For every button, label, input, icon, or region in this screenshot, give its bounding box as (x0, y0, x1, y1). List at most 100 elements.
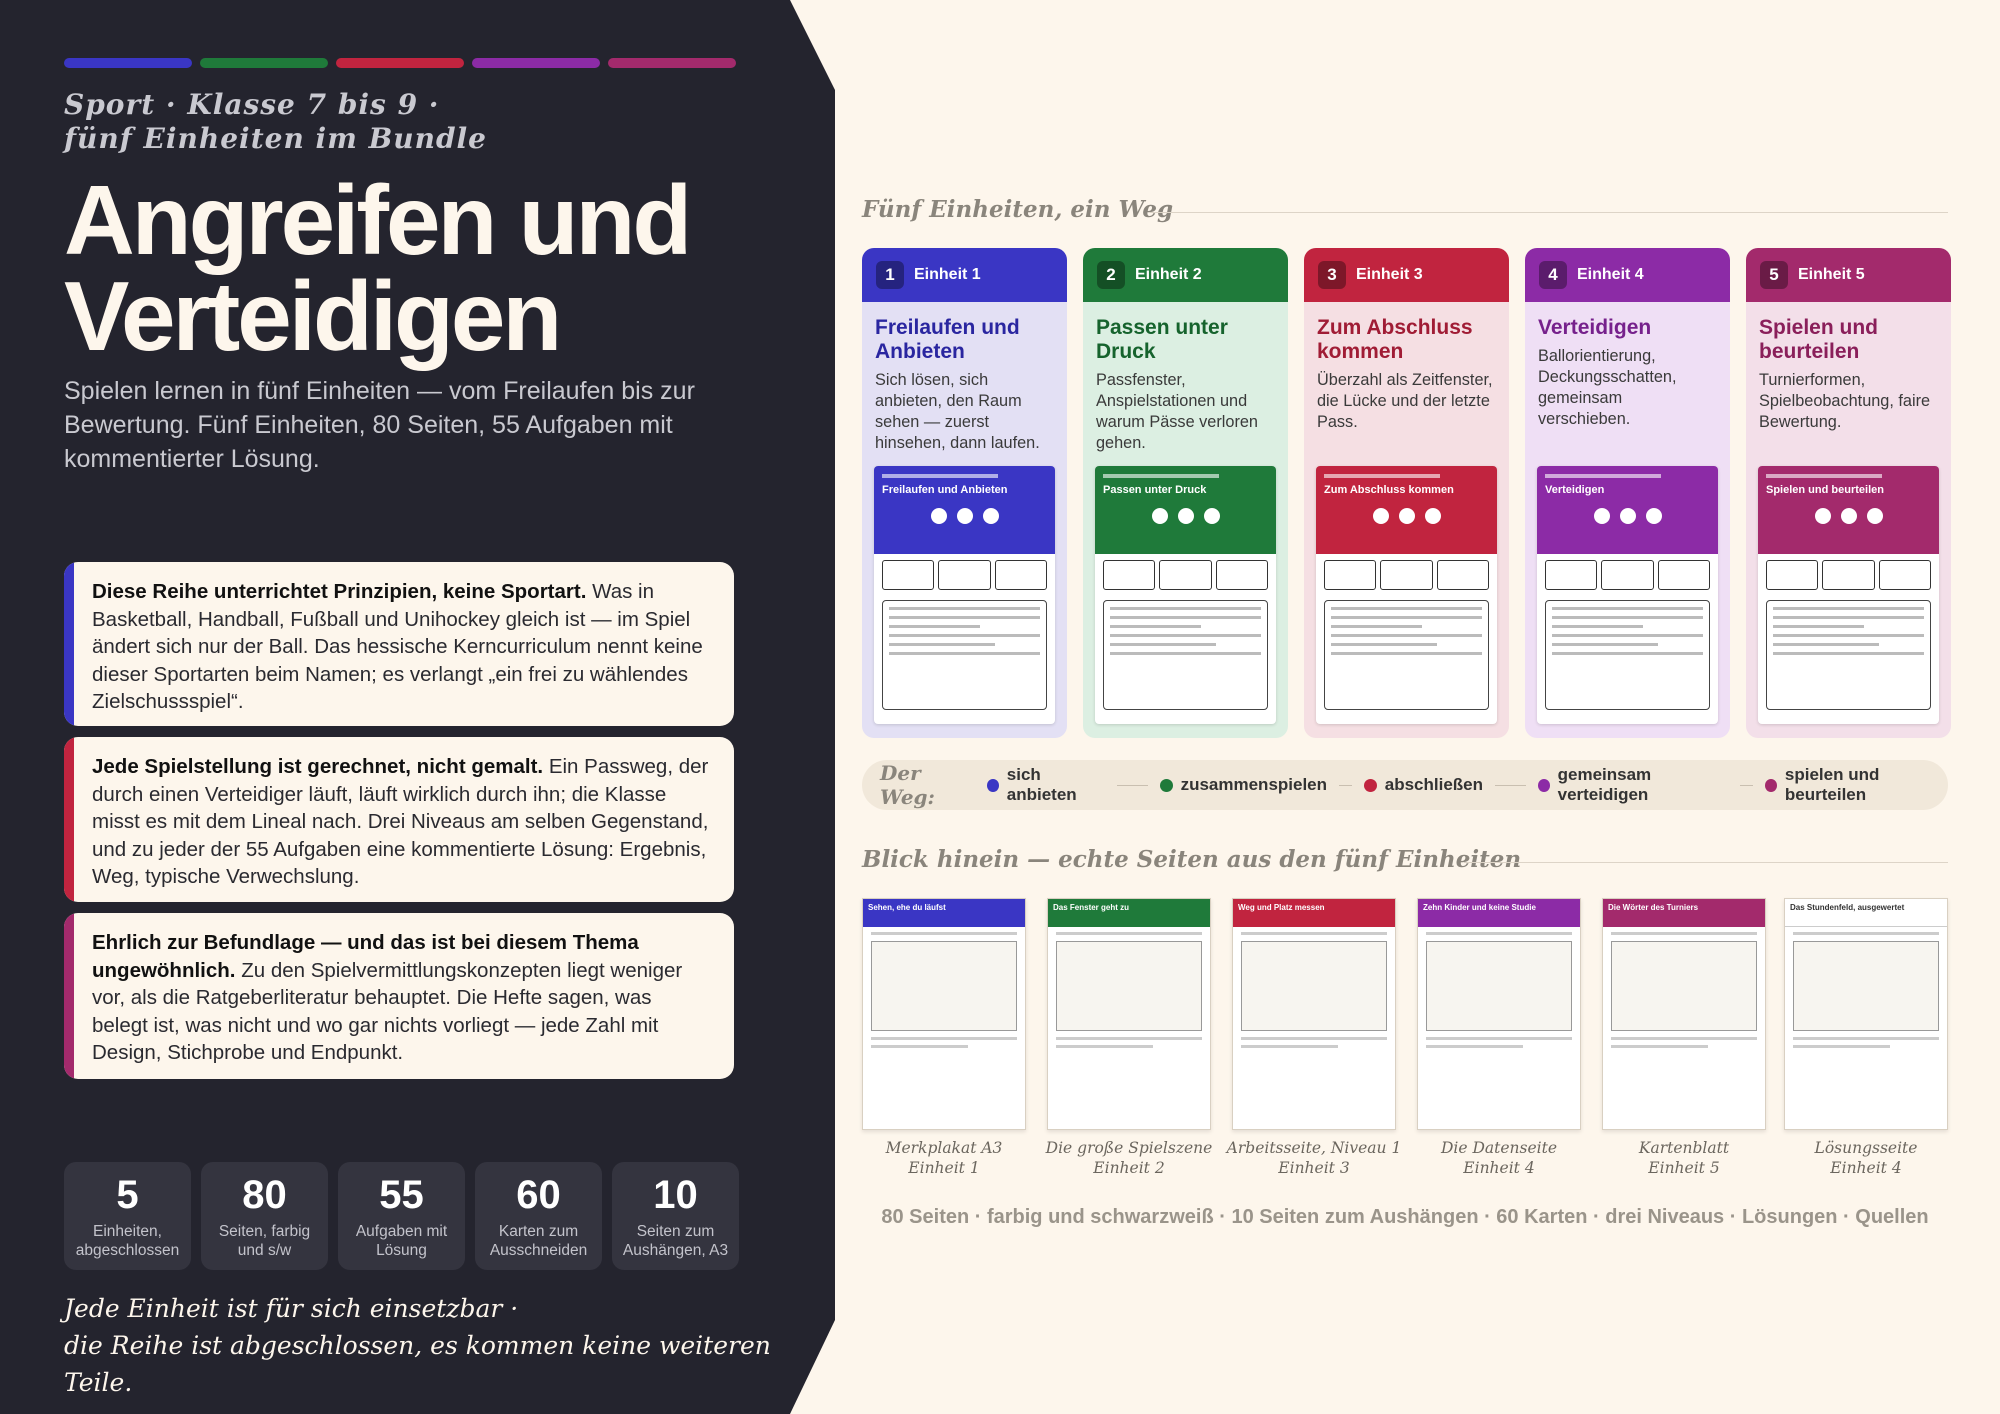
units-heading: Fünf Einheiten, ein Weg (862, 196, 1174, 223)
unit-number: 3 (1318, 261, 1346, 289)
path-connector (1339, 784, 1352, 786)
caption-line: Die Datenseite (1440, 1139, 1558, 1157)
unit-number: 2 (1097, 261, 1125, 289)
box-2-text: Ein Passweg, der durch einen Verteidiger… (92, 755, 709, 888)
unit-card-header: 4 Einheit 4 (1525, 248, 1730, 302)
preview-page-1[interactable]: Sehen, ehe du läufst (862, 898, 1026, 1130)
thumb-title: Freilaufen und Anbieten (882, 484, 1008, 496)
unit-card-2[interactable]: 2 Einheit 2 Passen unter Druck Passfenste… (1083, 248, 1288, 738)
path-step: zusammenspielen (1180, 775, 1328, 794)
path-step: spielen und beurteilen (1784, 765, 1880, 804)
preview-page-5[interactable]: Die Wörter des Turniers (1602, 898, 1766, 1130)
stat-tasks: 55 Aufgaben mit Lösung (338, 1162, 465, 1270)
unit-thumbnail: Zum Abschluss kommen (1316, 466, 1497, 724)
stripe-magenta (608, 58, 736, 68)
unit-number: 4 (1539, 261, 1567, 289)
title-line-1: Angreifen und (64, 165, 692, 275)
stat-number: 10 (653, 1173, 698, 1217)
stat-number: 80 (242, 1173, 287, 1217)
path-connector (1495, 784, 1526, 786)
page-caption-2: Die große Spielszene Einheit 2 (1034, 1138, 1224, 1178)
preview-page-6[interactable]: Das Stundenfeld, ausgewertet (1784, 898, 1948, 1130)
path-step: sich anbieten (1006, 765, 1077, 804)
caption-line: Lösungsseite (1814, 1139, 1918, 1157)
color-stripes (64, 58, 736, 68)
thumb-title: Spielen und beurteilen (1766, 484, 1884, 496)
unit-card-4[interactable]: 4 Einheit 4 Verteidigen Ballorientierung,… (1525, 248, 1730, 738)
unit-card-header: 5 Einheit 5 (1746, 248, 1951, 302)
kicker-line-1: Sport · Klasse 7 bis 9 · (64, 88, 440, 121)
title-line-2: Verteidigen (64, 261, 562, 371)
caption-line: Die große Spielszene (1045, 1139, 1213, 1157)
stripe-blue (64, 58, 192, 68)
learning-path: Der Weg: sich anbieten zusammenspielen a… (862, 760, 1948, 810)
product-summary: 80 Seiten · farbig und schwarzweiß · 10 … (881, 1206, 1929, 1228)
caption-line: Einheit 4 (1463, 1159, 1535, 1177)
preview-page-2[interactable]: Das Fenster geht zu (1047, 898, 1211, 1130)
box-3-text: Zu den Spielvermittlungskonzepten liegt … (92, 958, 683, 1065)
info-box-1: Diese Reihe unterrichtet Prinzipien, kei… (64, 562, 734, 726)
stat-number: 55 (379, 1173, 424, 1217)
unit-label: Einheit 5 (1798, 266, 1865, 283)
divider (1150, 212, 1948, 213)
stat-label: abgeschlossen (75, 1242, 180, 1259)
page-header: Sehen, ehe du läufst (863, 899, 1025, 927)
unit-label: Einheit 3 (1356, 266, 1423, 283)
unit-card-header: 3 Einheit 3 (1304, 248, 1509, 302)
unit-label: Einheit 2 (1135, 266, 1202, 283)
preview-page-3[interactable]: Weg und Platz messen (1232, 898, 1396, 1130)
box-3-bold: Ehrlich zur Befundlage — und das ist bei… (92, 931, 639, 982)
page-caption-1: Merkplakat A3 Einheit 1 (849, 1138, 1039, 1178)
path-step: gemeinsam verteidigen (1557, 765, 1652, 804)
unit-card-3[interactable]: 3 Einheit 3 Zum Abschluss kommen Überzahl… (1304, 248, 1509, 738)
path-dot (1537, 778, 1550, 792)
stat-label: Einheiten, (93, 1223, 162, 1240)
stat-label: Aushängen, A3 (622, 1242, 729, 1259)
info-box-3: Ehrlich zur Befundlage — und das ist bei… (64, 913, 734, 1079)
caption-line: Merkplakat A3 (885, 1139, 1003, 1157)
stat-label: Karten zum (498, 1223, 579, 1240)
caption-line: Einheit 5 (1648, 1159, 1720, 1177)
stat-label: Ausschneiden (489, 1242, 588, 1259)
kicker: Sport · Klasse 7 bis 9 · fünf Einheiten … (64, 88, 487, 156)
thumb-title: Zum Abschluss kommen (1324, 484, 1454, 496)
box-accent-bar (64, 562, 74, 726)
box-2-bold: Jede Spielstellung ist gerechnet, nicht … (92, 755, 544, 778)
stat-units: 5 Einheiten, abgeschlossen (64, 1162, 191, 1270)
stat-label: Lösung (376, 1242, 427, 1259)
path-connector (1116, 784, 1148, 786)
unit-description: Sich lösen, sich anbieten, den Raum sehe… (875, 371, 1040, 452)
stat-label: Seiten zum (636, 1223, 715, 1240)
page-header: Das Fenster geht zu (1048, 899, 1210, 927)
box-1-text: Was in Basketball, Handball, Fußball und… (92, 580, 703, 713)
path-dot (1765, 778, 1777, 792)
box-1-bold: Diese Reihe unterrichtet Prinzipien, kei… (92, 580, 587, 603)
thumb-title: Passen unter Druck (1103, 484, 1207, 496)
thumb-title: Verteidigen (1545, 484, 1605, 496)
preview-page-4[interactable]: Zehn Kinder und keine Studie (1417, 898, 1581, 1130)
box-accent-bar (64, 737, 74, 902)
path-connector (1740, 784, 1754, 786)
unit-thumbnail: Freilaufen und Anbieten (874, 466, 1055, 724)
page-header: Die Wörter des Turniers (1603, 899, 1765, 927)
stripe-green (200, 58, 328, 68)
kicker-line-2: fünf Einheiten im Bundle (64, 122, 487, 155)
unit-thumbnail: Passen unter Druck (1095, 466, 1276, 724)
path-dot (987, 778, 999, 792)
unit-label: Einheit 4 (1577, 266, 1644, 283)
page-header: Weg und Platz messen (1233, 899, 1395, 927)
page-header: Das Stundenfeld, ausgewertet (1785, 899, 1947, 927)
page-title: Angreifen und Verteidigen (64, 165, 692, 371)
unit-card-1[interactable]: 1 Einheit 1 Freilaufen und Anbieten Sich … (862, 248, 1067, 738)
pages-heading: Blick hinein — echte Seiten aus den fünf… (862, 846, 1522, 873)
stat-label: und s/w (237, 1242, 292, 1259)
footer-line-1: Jede Einheit ist für sich einsetzbar · (64, 1294, 519, 1323)
stat-number: 60 (516, 1173, 561, 1217)
unit-thumbnail: Spielen und beurteilen (1758, 466, 1939, 724)
unit-card-header: 2 Einheit 2 (1083, 248, 1288, 302)
unit-card-5[interactable]: 5 Einheit 5 Spielen und beurteilen Turnie… (1746, 248, 1951, 738)
page-header: Zehn Kinder und keine Studie (1418, 899, 1580, 927)
stat-label: Seiten, farbig (218, 1223, 311, 1240)
unit-title: Freilaufen und Anbieten (875, 316, 1020, 363)
unit-description: Turnierformen, Spielbeobachtung, faire B… (1759, 371, 1931, 431)
